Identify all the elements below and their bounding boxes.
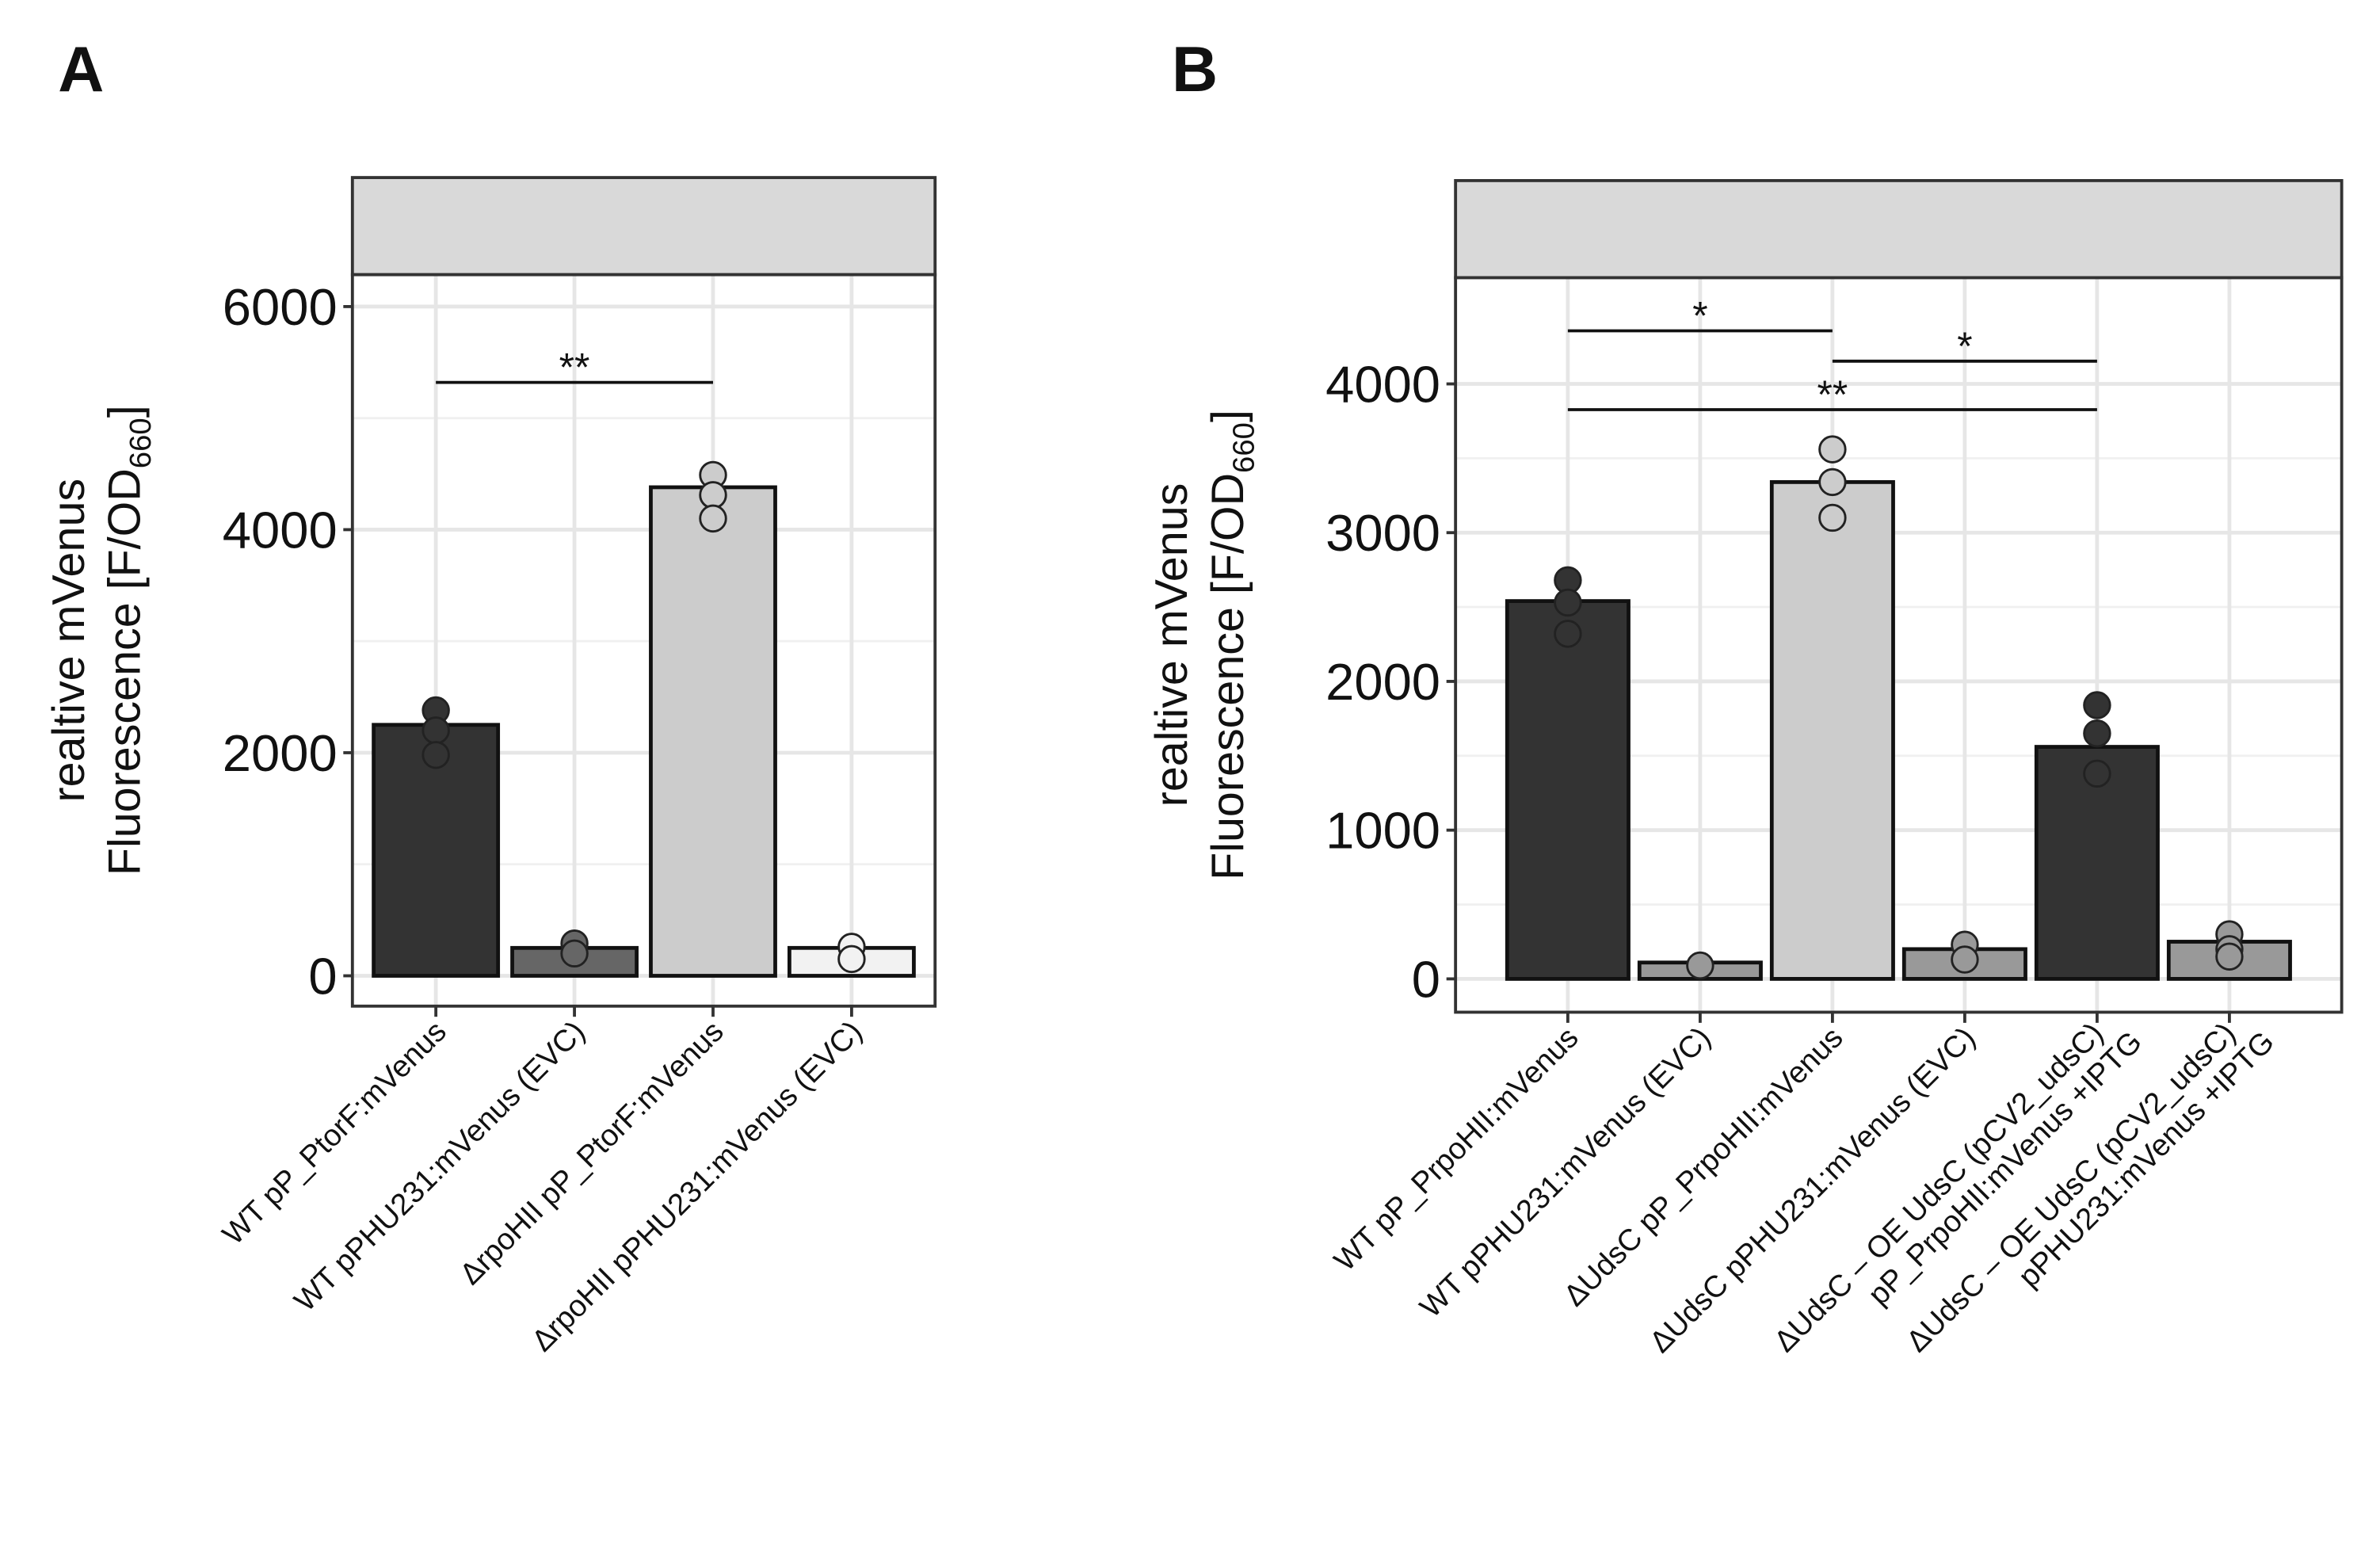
data-point [699, 504, 727, 533]
data-point [2083, 759, 2111, 788]
significance-label: * [1692, 294, 1707, 338]
y-axis-label: Fluorescence [F/OD660] [100, 405, 158, 876]
data-point [1686, 951, 1714, 980]
x-tick-label: WT pPHU231:mVenus (EVC) [1413, 1021, 1718, 1325]
y-tick-label: 1000 [1325, 802, 1440, 860]
data-point [421, 716, 450, 745]
x-tick-label: WT pPHU231:mVenus (EVC) [288, 1014, 592, 1318]
significance-label: ** [559, 345, 590, 390]
x-tick-label: ΔUdsC pP_PrpoHII:mVenus [1557, 1021, 1849, 1313]
significance-label: * [1957, 324, 1972, 368]
data-point [2215, 942, 2244, 971]
strip [350, 176, 937, 277]
y-axis-label-part: Fluorescence [F/OD [100, 468, 151, 876]
x-tick-label: ΔrpoHII pP_PtorF:mVenus [453, 1014, 730, 1292]
y-tick-label: 2000 [223, 724, 338, 782]
y-tick-label: 0 [1412, 950, 1440, 1008]
y-tick-label: 0 [308, 947, 337, 1005]
data-point [1951, 945, 1979, 974]
data-point [1818, 503, 1847, 532]
panel-label: B [1172, 34, 1218, 105]
y-axis-label-part: Fluorescence [F/OD [1203, 473, 1253, 880]
x-tick-label-line: WT pPHU231:mVenus (EVC) [1413, 1021, 1718, 1325]
data-point [837, 945, 866, 974]
plot-border [1454, 276, 2344, 1014]
data-point [1554, 588, 1582, 617]
data-point [1818, 435, 1847, 464]
y-tick-label: 2000 [1325, 653, 1440, 711]
bar [1769, 480, 1895, 981]
x-tick-label-line: WT pP_PrpoHII:mVenus [1328, 1021, 1585, 1278]
y-axis-label-sub: 660 [124, 418, 158, 468]
data-point [560, 939, 589, 968]
significance-label: ** [1817, 372, 1848, 417]
y-axis-label: realtive mVenus [1146, 483, 1197, 807]
y-axis-label-sub: 660 [1226, 422, 1261, 473]
strip [1454, 178, 2344, 280]
y-tick-label: 4000 [223, 501, 338, 559]
x-tick-label: WT pP_PtorF:mVenus [216, 1014, 453, 1251]
data-point [1554, 620, 1582, 648]
plot-border [350, 273, 937, 1008]
bar [1505, 599, 1631, 981]
x-tick-label: WT pP_PrpoHII:mVenus [1328, 1021, 1585, 1278]
x-tick-label-line: WT pP_PtorF:mVenus [216, 1014, 453, 1251]
data-point [1818, 467, 1847, 497]
y-axis-label: realtive mVenus [44, 479, 94, 803]
data-point [699, 481, 727, 509]
y-tick-label: 6000 [223, 278, 338, 336]
data-point [421, 741, 450, 769]
y-tick-label: 4000 [1325, 355, 1440, 413]
data-point [2083, 719, 2111, 748]
x-tick-label-line: ΔrpoHII pP_PtorF:mVenus [453, 1014, 730, 1292]
y-axis-label-part: ] [100, 405, 151, 418]
data-point [2083, 691, 2111, 719]
panel-label: A [58, 34, 104, 105]
y-axis-label: Fluorescence [F/OD660] [1203, 410, 1261, 880]
bar [649, 485, 777, 978]
y-axis-label-part: ] [1203, 410, 1253, 422]
y-tick-label: 3000 [1325, 504, 1440, 562]
x-tick-label-line: ΔUdsC pP_PrpoHII:mVenus [1557, 1021, 1849, 1313]
x-tick-label-line: WT pPHU231:mVenus (EVC) [288, 1014, 592, 1318]
